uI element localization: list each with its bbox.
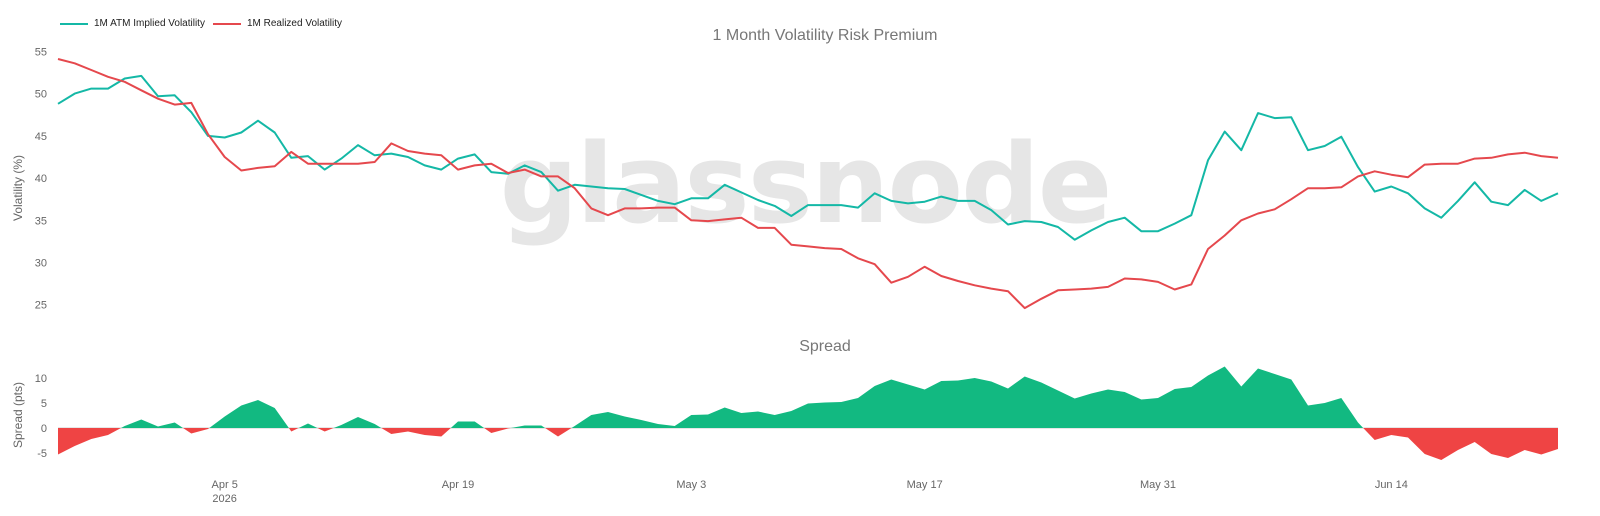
top-chart-title: 1 Month Volatility Risk Premium — [713, 27, 938, 44]
spread-chart-title: Spread — [799, 338, 851, 355]
realized-volatility-line — [57, 58, 1559, 310]
chart-legend: 1M ATM Implied Volatility 1M Realized Vo… — [60, 18, 342, 29]
y-tick-volatility-50: 50 — [35, 89, 47, 101]
x-tick-label: May 3 — [676, 479, 706, 491]
axis-ticks-layer: 25 30 35 40 45 50 55 -5 0 5 10 Apr 5 2026 Apr 19 May 3… — [35, 46, 1408, 505]
legend-swatch-implied — [60, 22, 88, 25]
volatility-lines-layer — [57, 58, 1559, 310]
legend-item-realized-volatility[interactable]: 1M Realized Volatility — [212, 18, 343, 29]
x-tick-label: Apr 19 — [442, 479, 474, 491]
x-tick-year: 2026 — [212, 493, 236, 505]
legend-swatch-realized — [212, 22, 241, 25]
y-axis-title-spread: Spread (pts) — [11, 382, 25, 448]
legend-item-implied-volatility[interactable]: 1M ATM Implied Volatility — [60, 18, 205, 29]
x-tick-label: May 17 — [907, 479, 943, 491]
spread-negative-area — [58, 428, 1558, 460]
spread-area-layer — [58, 366, 1558, 460]
y-tick-volatility-35: 35 — [35, 215, 47, 227]
y-tick-volatility-30: 30 — [35, 257, 47, 269]
y-tick-spread-5: 5 — [41, 398, 47, 410]
y-tick-spread-0: 0 — [41, 423, 47, 435]
y-tick-volatility-40: 40 — [35, 173, 47, 185]
x-tick-label: Apr 5 — [212, 479, 238, 491]
legend-label-implied: 1M ATM Implied Volatility — [94, 18, 205, 29]
implied-volatility-line — [57, 74, 1559, 241]
x-tick-label: Jun 14 — [1375, 479, 1408, 491]
y-tick-spread--5: -5 — [37, 448, 47, 460]
watermark-text: glassnode — [500, 120, 1111, 248]
y-tick-volatility-45: 45 — [35, 131, 47, 143]
y-tick-spread-10: 10 — [35, 373, 47, 385]
y-tick-volatility-25: 25 — [35, 300, 47, 312]
x-tick-label: May 31 — [1140, 479, 1176, 491]
legend-label-realized: 1M Realized Volatility — [246, 18, 343, 29]
y-axis-title-volatility: Volatility (%) — [11, 155, 25, 221]
spread-positive-area — [58, 366, 1558, 428]
y-tick-volatility-55: 55 — [35, 46, 47, 58]
